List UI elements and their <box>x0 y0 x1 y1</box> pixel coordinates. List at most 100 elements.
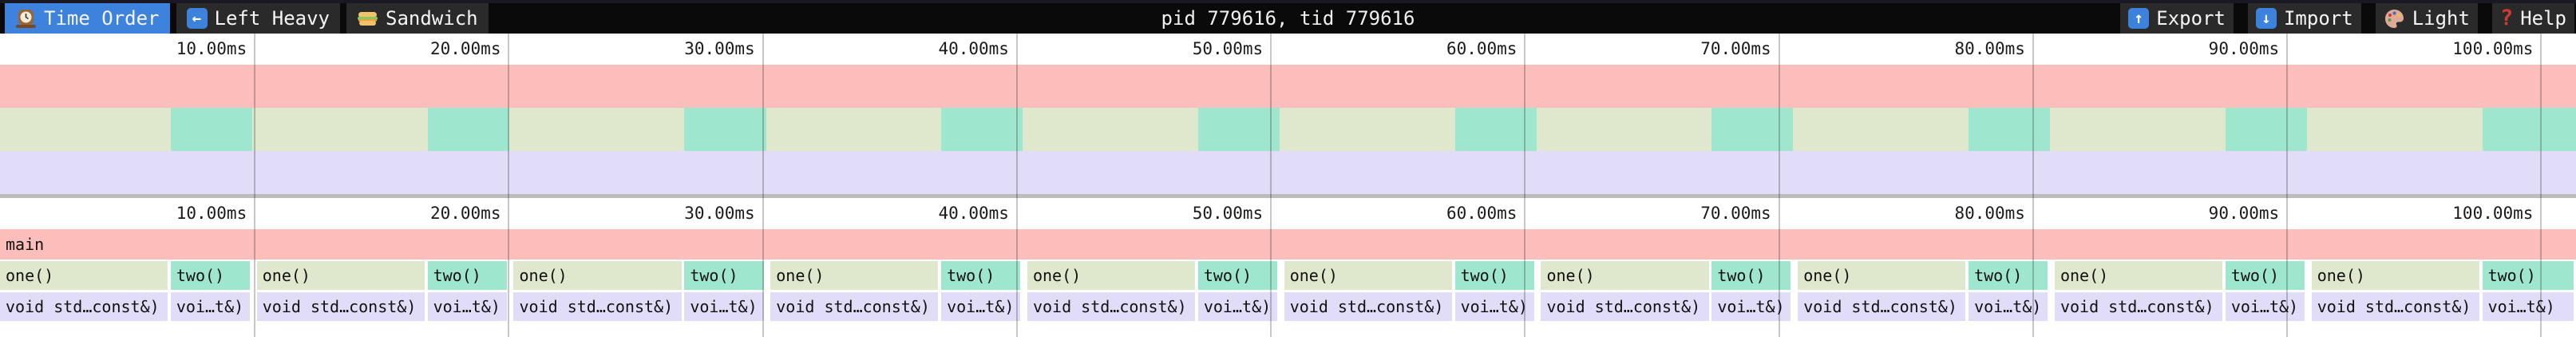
minimap-segment <box>427 108 509 151</box>
time-tick-label: 100.00ms <box>2452 39 2534 58</box>
tab-label: Time Order <box>44 7 160 30</box>
frame-voit[interactable]: voi…t&) <box>2482 292 2574 321</box>
frame-voidstdconst[interactable]: void std…const&) <box>2311 292 2479 321</box>
tab-left-heavy[interactable]: ← Left Heavy <box>176 3 340 34</box>
time-tick-label: 90.00ms <box>2208 204 2280 223</box>
time-tick-label: 20.00ms <box>429 204 501 223</box>
time-tick-label: 30.00ms <box>684 204 755 223</box>
tab-time-order[interactable]: Time Order <box>5 3 170 34</box>
frame-one[interactable]: one() <box>2311 261 2479 290</box>
time-tick-label: 50.00ms <box>1192 39 1264 58</box>
frame-voidstdconst[interactable]: void std…const&) <box>513 292 682 321</box>
frame-two[interactable]: two() <box>2225 261 2305 290</box>
left-arrow-icon: ← <box>186 8 208 29</box>
frame-voit[interactable]: voi…t&) <box>170 292 251 321</box>
help-icon: ? <box>2499 6 2514 30</box>
frame-voidstdconst[interactable]: void std…const&) <box>770 292 939 321</box>
minimap-segment <box>1197 108 1280 151</box>
theme-toggle-button[interactable]: Light <box>2375 3 2478 34</box>
frame-one[interactable]: one() <box>770 261 939 290</box>
time-tick-label: 70.00ms <box>1700 204 1771 223</box>
time-tick-label: 80.00ms <box>1954 204 2025 223</box>
minimap-band-level2[interactable] <box>0 151 2576 194</box>
minimap-segment <box>170 108 253 151</box>
time-tick-label: 80.00ms <box>1954 39 2025 58</box>
frame-one[interactable]: one() <box>0 261 168 290</box>
minimap-band-level1[interactable] <box>0 108 2576 151</box>
frame-main[interactable]: main <box>0 229 2576 260</box>
profile-view: 10.00ms 20.00ms 30.00ms 40.00ms 50.00ms 60.00… <box>0 34 2576 337</box>
frame-voit[interactable]: voi…t&) <box>1454 292 1534 321</box>
frame-voit[interactable]: voi…t&) <box>941 292 1021 321</box>
tab-label: Sandwich <box>386 7 478 30</box>
time-tick-label: 90.00ms <box>2208 39 2280 58</box>
flamechart-time-ruler: 10.00ms 20.00ms 30.00ms 40.00ms 50.00ms 60.00… <box>0 198 2576 229</box>
frame-two[interactable]: two() <box>427 261 507 290</box>
toolbar-actions: ↑ Export ↓ Import Light ? Help <box>2120 3 2574 34</box>
toolbar: Time Order ← Left Heavy Sandwich pid 779616… <box>0 0 2576 34</box>
frame-voit[interactable]: voi…t&) <box>1711 292 1791 321</box>
time-tick-label: 100.00ms <box>2452 204 2534 223</box>
frame-one[interactable]: one() <box>1284 261 1452 290</box>
clock-icon <box>15 8 37 30</box>
palette-icon <box>2384 8 2405 30</box>
frame-voidstdconst[interactable]: void std…const&) <box>1027 292 1196 321</box>
minimap-segment <box>941 108 1023 151</box>
import-button[interactable]: ↓ Import <box>2247 3 2361 34</box>
time-tick-label: 40.00ms <box>938 204 1009 223</box>
tab-sandwich[interactable]: Sandwich <box>346 3 489 34</box>
frame-voidstdconst[interactable]: void std…const&) <box>1284 292 1452 321</box>
frame-voidstdconst[interactable]: void std…const&) <box>256 292 425 321</box>
frame-voit[interactable]: voi…t&) <box>2225 292 2305 321</box>
frame-voit[interactable]: voi…t&) <box>427 292 507 321</box>
minimap-segment <box>2482 108 2576 151</box>
frame-voit[interactable]: voi…t&) <box>1969 292 2048 321</box>
minimap-band-main[interactable] <box>0 65 2576 108</box>
time-tick-label: 10.00ms <box>176 204 247 223</box>
help-button[interactable]: ? Help <box>2491 3 2574 34</box>
sandwich-icon <box>357 8 378 30</box>
frame-two[interactable]: two() <box>2482 261 2574 290</box>
button-label: Export <box>2156 7 2226 30</box>
export-icon: ↑ <box>2128 8 2150 29</box>
frame-voit[interactable]: voi…t&) <box>684 292 764 321</box>
tab-label: Left Heavy <box>214 7 330 30</box>
minimap-segment <box>2225 108 2307 151</box>
minimap-segment <box>1969 108 2051 151</box>
flamechart-row-level2: void std…const&) voi…t&) void std…const&) v… <box>0 292 2576 321</box>
frame-voit[interactable]: voi…t&) <box>1197 292 1277 321</box>
frame-two[interactable]: two() <box>1711 261 1791 290</box>
export-button[interactable]: ↑ Export <box>2120 3 2234 34</box>
time-tick-label: 60.00ms <box>1446 39 1518 58</box>
time-tick-label: 60.00ms <box>1446 204 1518 223</box>
minimap-segment <box>1454 108 1537 151</box>
frame-voidstdconst[interactable]: void std…const&) <box>0 292 168 321</box>
flamechart-row-level1: one() two() one() two() one() two() one() two()… <box>0 261 2576 290</box>
minimap-flamechart-divider <box>0 194 2576 198</box>
frame-one[interactable]: one() <box>2054 261 2223 290</box>
frame-one[interactable]: one() <box>513 261 682 290</box>
time-tick-label: 10.00ms <box>176 39 247 58</box>
minimap-segment <box>684 108 766 151</box>
import-icon: ↓ <box>2255 8 2277 29</box>
view-mode-tabs: Time Order ← Left Heavy Sandwich <box>5 3 489 34</box>
time-tick-label: 20.00ms <box>429 39 501 58</box>
frame-two[interactable]: two() <box>941 261 1021 290</box>
frame-two[interactable]: two() <box>1969 261 2048 290</box>
frame-one[interactable]: one() <box>256 261 425 290</box>
frame-voidstdconst[interactable]: void std…const&) <box>1541 292 1709 321</box>
frame-two[interactable]: two() <box>170 261 251 290</box>
frame-two[interactable]: two() <box>684 261 764 290</box>
time-tick-label: 50.00ms <box>1192 204 1264 223</box>
button-label: Light <box>2412 7 2470 30</box>
frame-voidstdconst[interactable]: void std…const&) <box>2054 292 2223 321</box>
frame-one[interactable]: one() <box>1798 261 1966 290</box>
frame-one[interactable]: one() <box>1541 261 1709 290</box>
frame-one[interactable]: one() <box>1027 261 1196 290</box>
time-tick-label: 40.00ms <box>938 39 1009 58</box>
frame-two[interactable]: two() <box>1197 261 1277 290</box>
frame-two[interactable]: two() <box>1454 261 1534 290</box>
window-title: pid 779616, tid 779616 <box>1161 7 1415 30</box>
frame-voidstdconst[interactable]: void std…const&) <box>1798 292 1966 321</box>
time-tick-label: 70.00ms <box>1700 39 1771 58</box>
